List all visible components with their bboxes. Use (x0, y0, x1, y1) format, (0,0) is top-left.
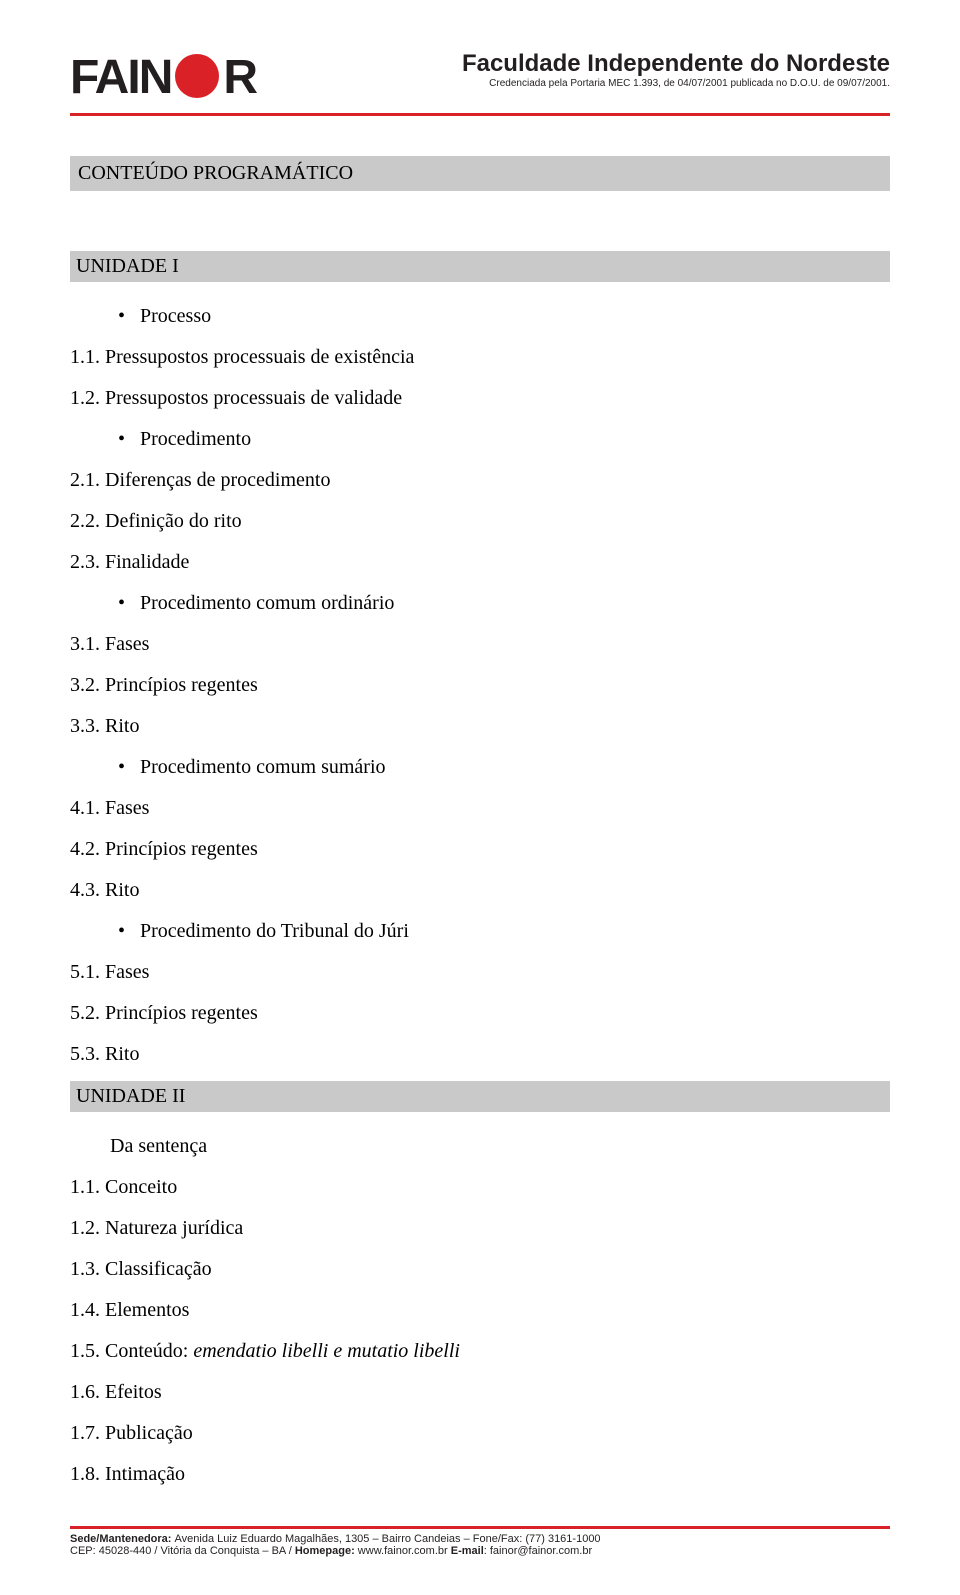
line-3-2: 3.2. Princípios regentes (70, 665, 890, 706)
line-4-3: 4.3. Rito (70, 870, 890, 911)
section-title-bar: CONTEÚDO PROGRAMÁTICO (70, 156, 890, 191)
footer-email: : fainor@fainor.com.br (484, 1545, 592, 1557)
logo-text-n: N (139, 50, 172, 105)
line-u2-1-6: 1.6. Efeitos (70, 1372, 890, 1413)
line-u2-1-4: 1.4. Elementos (70, 1290, 890, 1331)
header-right: Faculdade Independente do Nordeste Crede… (462, 50, 890, 89)
bullet-procedimento: Procedimento (70, 419, 890, 460)
line-u2-1-7: 1.7. Publicação (70, 1413, 890, 1454)
footer-line2: CEP: 45028-440 / Vitória da Conquista – … (70, 1545, 890, 1557)
footer-line1: Sede/Mantenedora: Avenida Luiz Eduardo M… (70, 1533, 890, 1545)
bullet-proc-ordinario: Procedimento comum ordinário (70, 583, 890, 624)
unit1-title-bar: UNIDADE I (70, 251, 890, 282)
line-1-2: 1.2. Pressupostos processuais de validad… (70, 378, 890, 419)
line-u2-1-2: 1.2. Natureza jurídica (70, 1208, 890, 1249)
line-2-3: 2.3. Finalidade (70, 542, 890, 583)
bullet-proc-juri: Procedimento do Tribunal do Júri (70, 911, 890, 952)
footer-divider (70, 1526, 890, 1529)
line-u2-1-1: 1.1. Conceito (70, 1167, 890, 1208)
logo-dot-icon (175, 54, 219, 98)
footer-cep: CEP: 45028-440 / Vitória da Conquista – … (70, 1545, 295, 1557)
footer-sede-label: Sede/Mantenedora: (70, 1533, 175, 1545)
line-u2-1-5: 1.5. Conteúdo: emendatio libelli e mutat… (70, 1331, 890, 1372)
line-u2-1-5-italic: emendatio libelli e mutatio libelli (193, 1340, 460, 1362)
footer-homepage-label: Homepage: (295, 1545, 355, 1557)
footer-homepage: www.fainor.com.br (355, 1545, 451, 1557)
logo-text-r: R (223, 50, 256, 105)
header-divider (70, 113, 890, 116)
line-3-1: 3.1. Fases (70, 624, 890, 665)
line-1-1: 1.1. Pressupostos processuais de existên… (70, 337, 890, 378)
credential-text: Credenciada pela Portaria MEC 1.393, de … (462, 78, 890, 89)
line-u2-1-5-pre: 1.5. Conteúdo: (70, 1340, 193, 1362)
page-footer: Sede/Mantenedora: Avenida Luiz Eduardo M… (70, 1526, 890, 1557)
line-5-3: 5.3. Rito (70, 1034, 890, 1075)
line-4-2: 4.2. Princípios regentes (70, 829, 890, 870)
unit2-content: Da sentença 1.1. Conceito 1.2. Natureza … (70, 1126, 890, 1495)
line-u2-1-3: 1.3. Classificação (70, 1249, 890, 1290)
logo: FAINR (70, 50, 256, 105)
line-u2-1-8: 1.8. Intimação (70, 1454, 890, 1495)
logo-text-i: I (127, 50, 138, 105)
line-2-1: 2.1. Diferenças de procedimento (70, 460, 890, 501)
unit1-content: Processo 1.1. Pressupostos processuais d… (70, 296, 890, 1075)
institution-name: Faculdade Independente do Nordeste (462, 50, 890, 78)
footer-email-label: E-mail (451, 1545, 484, 1557)
logo-text-fa: FA (70, 50, 127, 105)
line-5-1: 5.1. Fases (70, 952, 890, 993)
line-3-3: 3.3. Rito (70, 706, 890, 747)
unit2-title-bar: UNIDADE II (70, 1081, 890, 1112)
bullet-processo: Processo (70, 296, 890, 337)
page-header: FAINR Faculdade Independente do Nordeste… (70, 50, 890, 105)
bullet-proc-sumario: Procedimento comum sumário (70, 747, 890, 788)
line-4-1: 4.1. Fases (70, 788, 890, 829)
line-da-sentenca: Da sentença (70, 1126, 890, 1167)
line-2-2: 2.2. Definição do rito (70, 501, 890, 542)
footer-sede-text: Avenida Luiz Eduardo Magalhães, 1305 – B… (175, 1533, 601, 1545)
line-5-2: 5.2. Princípios regentes (70, 993, 890, 1034)
